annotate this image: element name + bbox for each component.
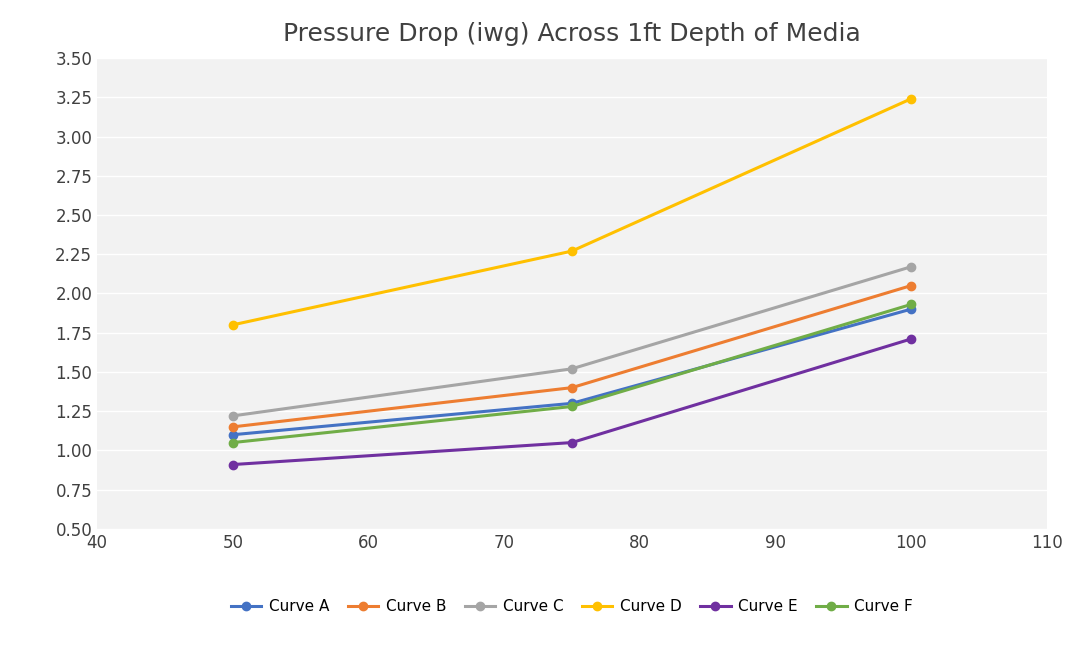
Line: Curve D: Curve D (229, 95, 915, 329)
Curve B (904, 282, 917, 290)
Line: Curve C: Curve C (229, 263, 915, 420)
Curve D (565, 247, 578, 255)
Curve F (227, 439, 240, 446)
Line: Curve A: Curve A (229, 305, 915, 439)
Curve C (904, 263, 917, 271)
Curve A (904, 305, 917, 313)
Curve C (565, 365, 578, 373)
Curve E (565, 439, 578, 446)
Curve E (227, 461, 240, 468)
Curve B (565, 384, 578, 392)
Curve A (227, 431, 240, 439)
Line: Curve E: Curve E (229, 335, 915, 469)
Curve D (904, 95, 917, 103)
Curve D (227, 321, 240, 329)
Legend: Curve A, Curve B, Curve C, Curve D, Curve E, Curve F: Curve A, Curve B, Curve C, Curve D, Curv… (224, 593, 919, 620)
Curve B (227, 423, 240, 431)
Curve F (565, 402, 578, 410)
Curve E (904, 335, 917, 343)
Line: Curve B: Curve B (229, 281, 915, 431)
Title: Pressure Drop (iwg) Across 1ft Depth of Media: Pressure Drop (iwg) Across 1ft Depth of … (283, 23, 861, 46)
Line: Curve F: Curve F (229, 301, 915, 447)
Curve F (904, 301, 917, 308)
Curve C (227, 412, 240, 420)
Curve A (565, 399, 578, 407)
